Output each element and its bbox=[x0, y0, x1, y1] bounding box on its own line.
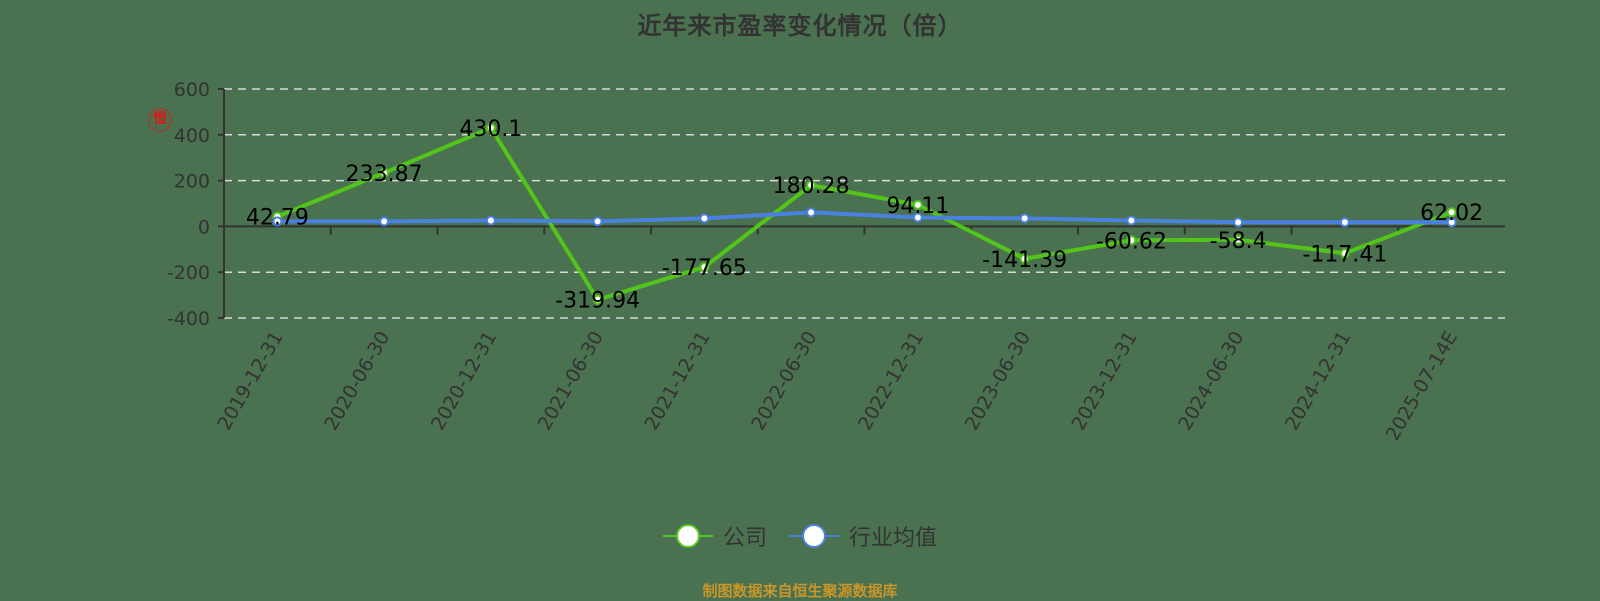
data-point[interactable] bbox=[485, 215, 496, 226]
data-label: 233.87 bbox=[346, 162, 423, 187]
data-point[interactable] bbox=[485, 122, 496, 133]
data-point[interactable] bbox=[699, 213, 710, 224]
data-point[interactable] bbox=[1446, 207, 1457, 218]
data-label: -319.94 bbox=[555, 289, 640, 314]
data-label: -58.4 bbox=[1210, 229, 1267, 254]
x-tick-label: 2024-12-31 bbox=[1281, 328, 1355, 435]
y-tick-label: 600 bbox=[174, 79, 210, 101]
company-series-line bbox=[276, 125, 1453, 302]
series-lines bbox=[272, 122, 1457, 305]
data-point[interactable] bbox=[912, 199, 923, 210]
data-labels: 42.79 233.87 430.1 -319.94 -177.65 180.28 94.1… bbox=[246, 117, 1483, 314]
x-tick-label: 2021-06-30 bbox=[534, 328, 608, 435]
data-label: 42.79 bbox=[246, 206, 309, 231]
x-tick-label: 2019-12-31 bbox=[213, 328, 287, 435]
y-tick-label: -200 bbox=[167, 262, 210, 284]
data-source-footer: 制图数据来自恒生聚源数据库 bbox=[702, 582, 898, 600]
data-label: 430.1 bbox=[459, 117, 522, 142]
y-tick-label: 400 bbox=[174, 125, 210, 147]
data-label: -117.41 bbox=[1302, 242, 1387, 267]
x-tick-label: 2022-12-31 bbox=[854, 328, 928, 435]
y-tick-label: 200 bbox=[174, 171, 210, 193]
data-point[interactable] bbox=[592, 216, 603, 227]
data-point[interactable] bbox=[1126, 235, 1137, 246]
x-tick-label: 2020-12-31 bbox=[427, 328, 501, 435]
x-tick-label: 2020-06-30 bbox=[320, 328, 394, 435]
data-label: -60.62 bbox=[1096, 229, 1167, 254]
legend: 公司 行业均值 bbox=[0, 520, 1600, 552]
industry-series-line bbox=[277, 210, 1452, 225]
x-tick-label: 2025-07-14E bbox=[1382, 328, 1462, 445]
y-tick-label: 0 bbox=[198, 216, 210, 238]
data-point[interactable] bbox=[1126, 215, 1137, 226]
data-point[interactable] bbox=[1446, 217, 1457, 228]
x-tick-label: 2023-06-30 bbox=[961, 328, 1035, 435]
data-point[interactable] bbox=[912, 212, 923, 223]
y-tick-label: -400 bbox=[167, 308, 210, 330]
data-point[interactable] bbox=[699, 262, 710, 273]
data-label: 62.02 bbox=[1420, 201, 1483, 226]
data-point[interactable] bbox=[1019, 213, 1030, 224]
data-point[interactable] bbox=[1339, 248, 1350, 259]
data-point[interactable] bbox=[592, 294, 603, 305]
data-point[interactable] bbox=[1339, 217, 1350, 228]
grid-lines bbox=[224, 88, 1505, 319]
legend-company-marker-icon bbox=[662, 523, 713, 549]
data-point[interactable] bbox=[806, 180, 817, 191]
data-point[interactable] bbox=[272, 216, 283, 227]
x-tick-label: 2023-12-31 bbox=[1067, 328, 1141, 435]
y-axis: 600 400 200 0 -200 -400 bbox=[167, 79, 225, 330]
x-tick-label: 2022-06-30 bbox=[747, 328, 821, 435]
x-tick-label: 2024-06-30 bbox=[1174, 328, 1248, 435]
data-point[interactable] bbox=[1019, 253, 1030, 264]
watermark-seal-icon: 恒 bbox=[148, 108, 172, 132]
legend-company-label: 公司 bbox=[722, 526, 767, 551]
data-point[interactable] bbox=[1233, 234, 1244, 245]
legend-item-company[interactable]: 公司 bbox=[662, 520, 767, 552]
legend-item-industry-average[interactable]: 行业均值 bbox=[789, 520, 937, 552]
data-point[interactable] bbox=[379, 216, 390, 227]
data-point[interactable] bbox=[1233, 217, 1244, 228]
data-label: -177.65 bbox=[662, 256, 747, 281]
data-label: -141.39 bbox=[982, 248, 1067, 273]
data-point[interactable] bbox=[379, 167, 390, 178]
data-label: 94.11 bbox=[886, 194, 949, 219]
data-label: 180.28 bbox=[773, 174, 850, 199]
chart-title: 近年来市盈率变化情况（倍） bbox=[637, 12, 963, 40]
x-tick-label: 2021-12-31 bbox=[640, 328, 714, 435]
legend-industry-label: 行业均值 bbox=[849, 526, 938, 551]
legend-industry-marker-icon bbox=[789, 523, 839, 549]
data-point[interactable] bbox=[806, 207, 817, 218]
